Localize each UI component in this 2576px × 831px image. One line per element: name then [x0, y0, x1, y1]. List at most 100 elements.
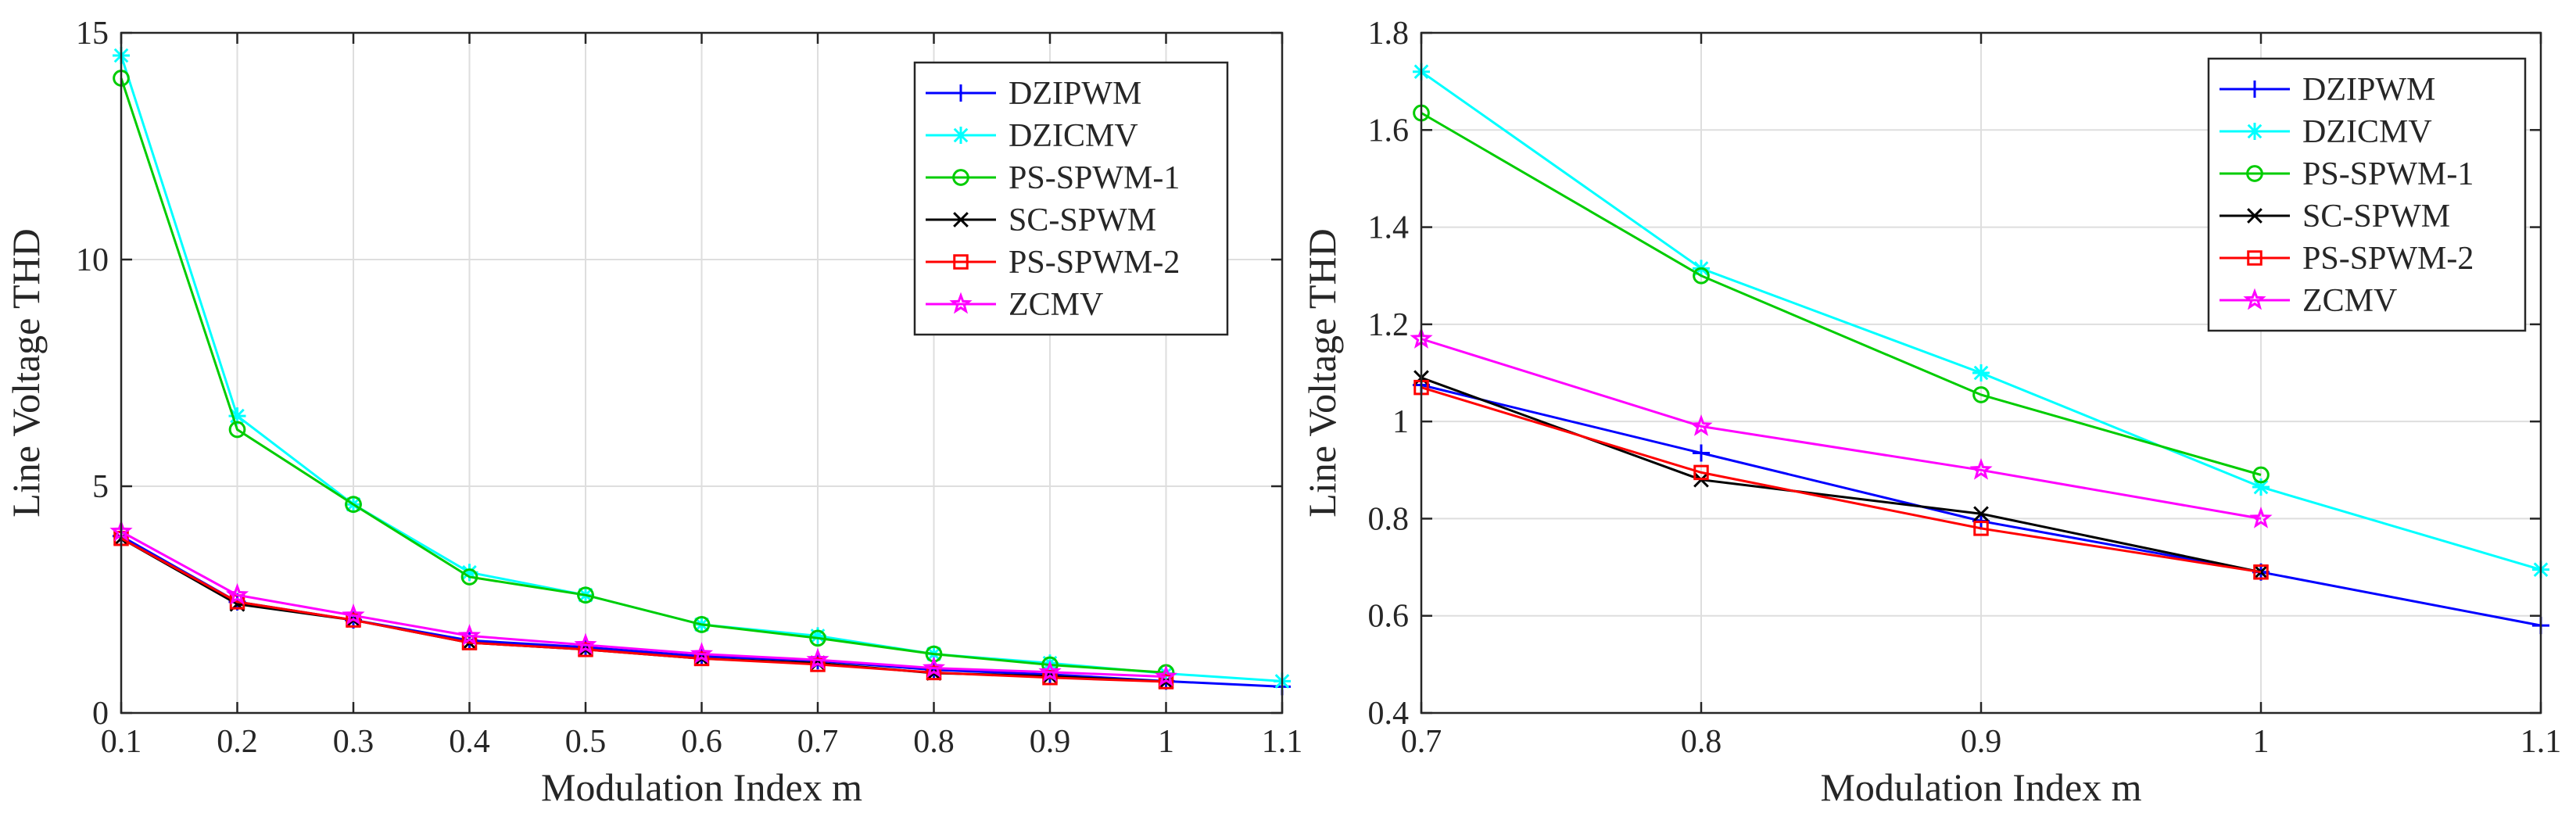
legend-entry-ps-spwm-2: PS-SPWM-2 — [926, 245, 1180, 281]
legend-label: DZIPWM — [1009, 76, 1141, 112]
data-point — [809, 627, 826, 645]
data-point — [346, 612, 361, 628]
x-tick-label: 1.1 — [1262, 724, 1303, 760]
marker-star — [1969, 458, 1993, 480]
data-point — [922, 656, 946, 678]
series-group — [1410, 63, 2549, 635]
data-point — [457, 624, 482, 646]
marker-asterisk — [2246, 123, 2263, 140]
series-line-zcmv — [120, 530, 1166, 679]
marker-star — [690, 642, 714, 664]
legend-entry-zcmv: ZCMV — [926, 287, 1103, 323]
x-tick-label: 1 — [1158, 724, 1174, 760]
data-point — [574, 632, 597, 655]
data-point — [1693, 267, 1710, 285]
data-point — [1969, 458, 1993, 480]
marker-cross — [2247, 208, 2263, 224]
legend-label: PS-SPWM-1 — [2302, 156, 2474, 192]
legend-label: ZCMV — [2302, 283, 2397, 319]
marker-square — [693, 650, 710, 667]
legend-entry-dzicmv: DZICMV — [926, 118, 1138, 154]
marker-asterisk — [952, 127, 969, 144]
legend-label: PS-SPWM-2 — [1009, 245, 1180, 281]
marker-square — [810, 657, 826, 672]
legend-entry-dzicmv: DZICMV — [2220, 114, 2432, 150]
marker-plus — [1693, 444, 1710, 462]
marker-square — [1973, 521, 1989, 536]
series-line-ps-spwm-2 — [1421, 386, 2262, 574]
x-tick-label: 0.4 — [449, 724, 490, 760]
series-line-ps-spwm-2 — [120, 537, 1166, 683]
series-line-ps-spwm-1 — [120, 77, 1166, 674]
marker-circle — [809, 629, 826, 647]
x-tick-label: 0.7 — [1401, 724, 1442, 760]
data-point — [806, 647, 829, 670]
marker-square — [1158, 674, 1174, 690]
data-point — [693, 616, 711, 633]
y-tick-label: 1.4 — [1368, 210, 1410, 246]
legend-label: DZIPWM — [2302, 72, 2435, 108]
marker-asterisk — [809, 627, 826, 645]
marker-cross — [1973, 506, 1989, 522]
marker-star — [225, 582, 249, 605]
x-tick-label: 0.7 — [797, 724, 839, 760]
data-point — [2249, 507, 2273, 528]
legend-label: SC-SPWM — [1009, 202, 1156, 238]
marker-circle — [952, 169, 969, 186]
series-line-zcmv — [1421, 338, 2262, 520]
chart-left: 0.1 0.2 0.3 0.4 0.5 0.6 0.7 0.8 0.9 1 1.1 0 5 10 15 Mod… — [4, 16, 1302, 809]
legend: DZIPWM DZICMV PS-SPWM-1 SC-SPWM PS-SPWM-2 ZCM… — [913, 61, 1229, 336]
data-point — [1154, 664, 1178, 686]
marker-circle — [345, 496, 362, 514]
series-ps-spwm-2 — [1413, 379, 2269, 580]
data-point — [460, 564, 478, 582]
x-tick-label: 0.1 — [101, 724, 142, 760]
marker-star — [457, 624, 482, 646]
data-point — [1972, 386, 1990, 403]
legend-entry-ps-spwm-2: PS-SPWM-2 — [2220, 241, 2474, 277]
x-tick-label: 1 — [2253, 724, 2270, 760]
marker-square — [2247, 250, 2263, 266]
marker-square — [926, 664, 942, 681]
y-tick-label: 0.6 — [1368, 599, 1410, 635]
x-tick-label: 0.2 — [217, 724, 258, 760]
data-point — [1038, 660, 1062, 682]
legend-label: ZCMV — [1009, 287, 1103, 323]
legend-entry-ps-spwm-1: PS-SPWM-1 — [926, 160, 1180, 196]
legend-label: PS-SPWM-1 — [1009, 160, 1180, 196]
marker-star — [2249, 507, 2273, 528]
x-axis-label: Modulation Index m — [1820, 765, 2141, 809]
marker-circle — [460, 568, 478, 586]
series-group — [109, 47, 1291, 696]
marker-circle — [1972, 386, 1990, 403]
marker-star — [574, 632, 597, 655]
marker-plus — [952, 84, 969, 102]
x-tick-label: 0.8 — [913, 724, 955, 760]
marker-star — [806, 647, 829, 670]
legend-box — [2207, 57, 2527, 332]
y-tick-label: 0.8 — [1368, 501, 1410, 537]
marker-square — [1693, 464, 1709, 481]
series-ps-spwm-1 — [1413, 104, 2270, 484]
data-point — [228, 407, 246, 425]
marker-circle — [228, 421, 246, 439]
data-point — [578, 642, 593, 657]
y-tick-label: 1.6 — [1368, 113, 1410, 149]
marker-star — [1154, 664, 1178, 686]
data-point — [1973, 521, 1989, 536]
legend-entry-sc-spwm: SC-SPWM — [2220, 199, 2450, 235]
data-point — [2253, 564, 2269, 580]
series-line-ps-spwm-1 — [1421, 112, 2262, 476]
data-point — [810, 657, 826, 672]
legend-entry-dzipwm: DZIPWM — [2220, 72, 2435, 108]
data-point — [693, 650, 710, 667]
marker-star — [1689, 414, 1713, 436]
marker-asterisk — [228, 407, 246, 425]
x-tick-label: 0.9 — [1961, 724, 2002, 760]
marker-square — [953, 254, 969, 270]
marker-asterisk — [1972, 364, 1990, 381]
legend-entry-zcmv: ZCMV — [2220, 283, 2397, 319]
data-point — [2252, 466, 2270, 484]
ticks: 0.1 0.2 0.3 0.4 0.5 0.6 0.7 0.8 0.9 1 1.1 0 5 10 15 — [76, 16, 1302, 760]
